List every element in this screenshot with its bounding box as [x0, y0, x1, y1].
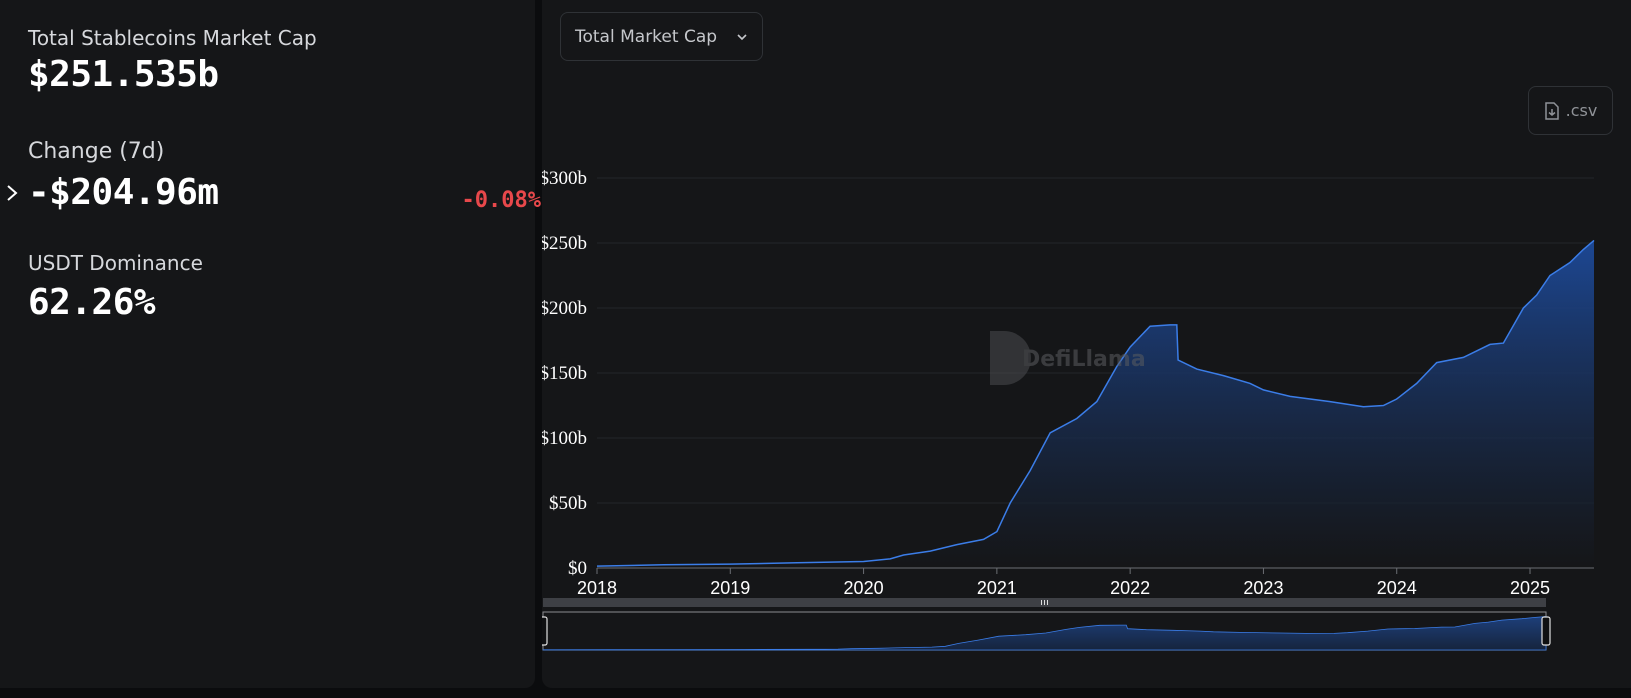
market-cap-chart: $0 $50b $100b $150b $200b $250b $300b 2018 2019… — [542, 168, 1595, 651]
x-tick-label: 2022 — [1110, 578, 1150, 598]
brush-handle-left — [542, 616, 548, 646]
x-tick-label: 2018 — [577, 578, 617, 598]
total-mcap-value: $251.535b — [28, 54, 219, 95]
x-tick-label: 2019 — [710, 578, 750, 598]
y-tick-label: $50b — [549, 493, 587, 514]
x-tick-label: 2025 — [1510, 578, 1550, 598]
change-label: Change (7d) — [28, 139, 165, 164]
market-cap-line — [596, 239, 1595, 567]
download-csv-label: .csv — [1565, 101, 1598, 120]
chart-panel — [542, 0, 1631, 688]
range-brush — [542, 598, 1551, 651]
x-axis: 2018 2019 2020 2021 2022 2023 2024 2025 — [577, 568, 1550, 598]
defillama-watermark: DefiLlama — [990, 331, 1146, 385]
y-tick-label: $200b — [542, 298, 587, 319]
download-csv-button[interactable]: .csv — [1528, 86, 1613, 135]
dominance-label: USDT Dominance — [28, 251, 203, 275]
x-tick-label: 2021 — [977, 578, 1017, 598]
y-tick-label: $300b — [542, 168, 587, 189]
y-axis: $0 $50b $100b $150b $200b $250b $300b — [542, 168, 587, 579]
y-tick-label: $100b — [542, 428, 587, 449]
watermark-text: DefiLlama — [1022, 347, 1146, 372]
change-value: -$204.96m — [28, 172, 219, 213]
dominance-value: 62.26% — [28, 282, 156, 323]
y-tick-label: $150b — [542, 363, 587, 384]
chevron-down-icon — [737, 34, 747, 41]
file-download-icon — [1544, 101, 1559, 120]
brush-mini-area — [542, 616, 1547, 651]
chevron-right-icon[interactable] — [5, 183, 19, 203]
brush-grip-icon — [1041, 600, 1048, 605]
change-percent: -0.08% — [461, 188, 541, 213]
stats-panel — [0, 0, 535, 688]
total-mcap-label: Total Stablecoins Market Cap — [28, 26, 317, 50]
y-tick-label: $250b — [542, 233, 587, 254]
llama-logo-icon — [990, 331, 1031, 385]
brush-handle-right — [1541, 616, 1551, 646]
metric-dropdown[interactable]: Total Market Cap — [560, 12, 763, 61]
metric-dropdown-label: Total Market Cap — [575, 26, 718, 47]
market-cap-area — [597, 240, 1594, 568]
x-tick-label: 2024 — [1377, 578, 1417, 598]
x-tick-label: 2023 — [1243, 578, 1283, 598]
x-tick-label: 2020 — [844, 578, 884, 598]
y-tick-label: $0 — [568, 558, 587, 579]
